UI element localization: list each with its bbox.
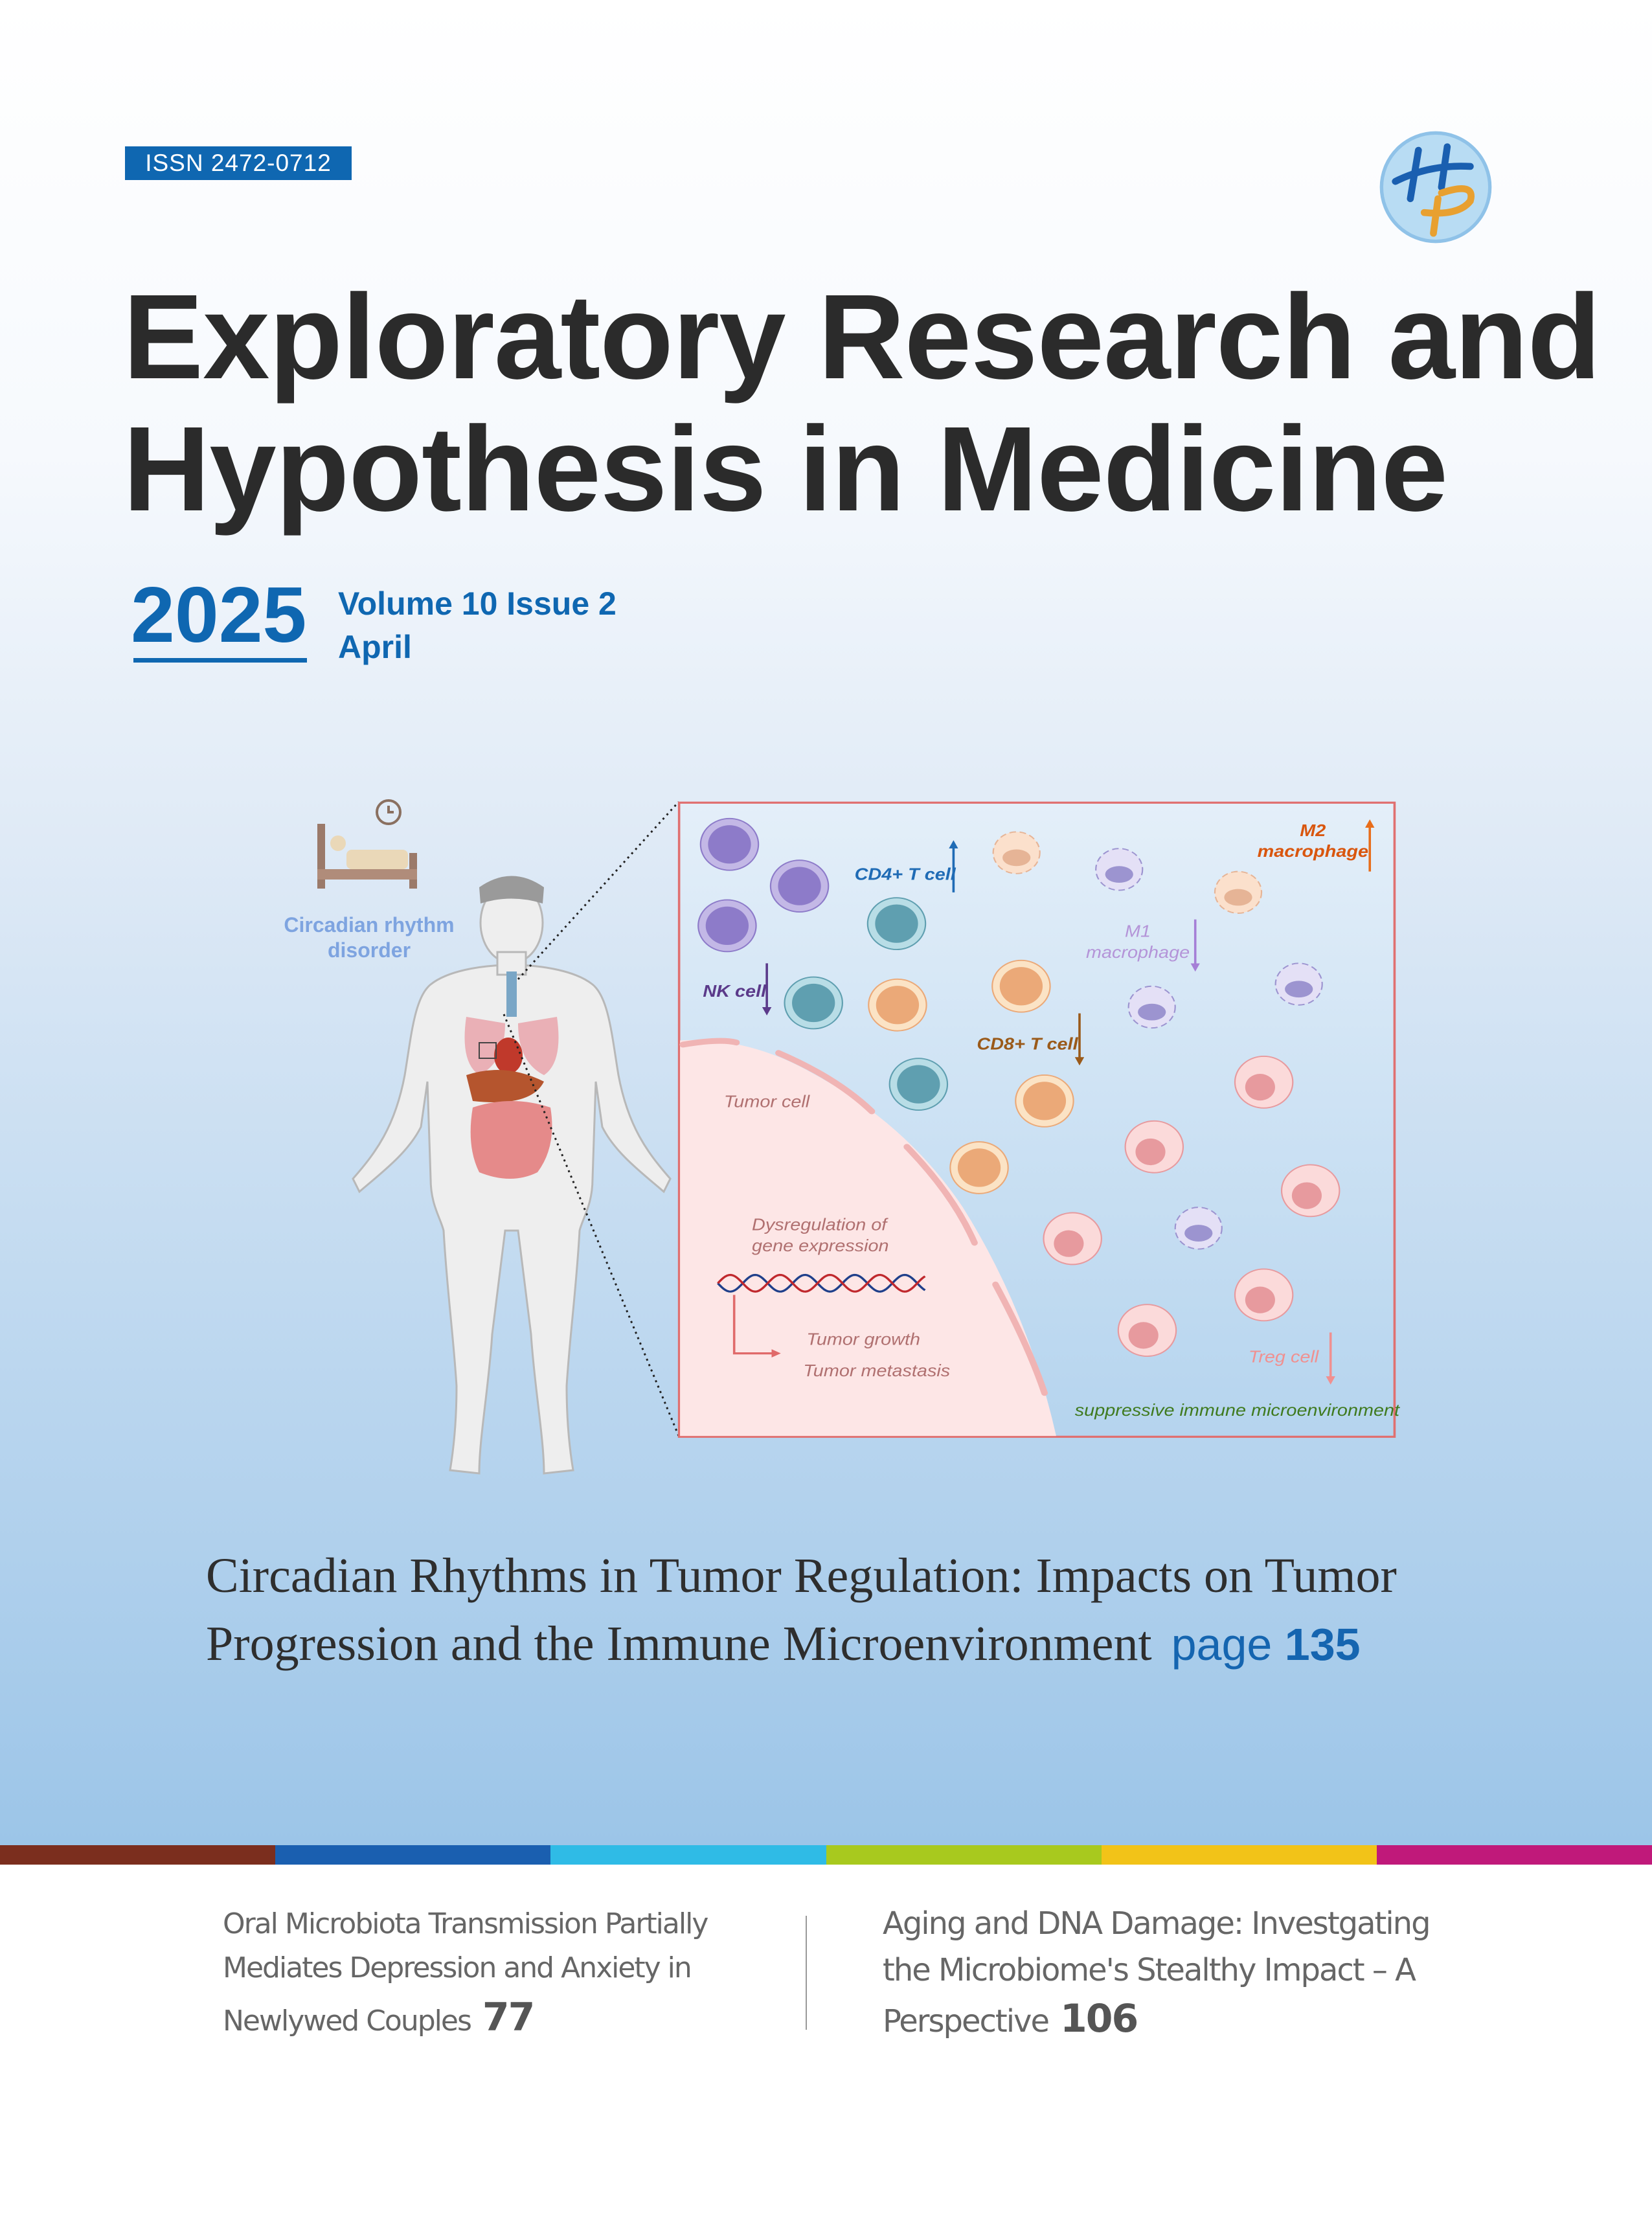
cd4-t-cell — [888, 1058, 949, 1111]
journal-title-line1: Exploratory Research and — [123, 270, 1601, 404]
year-underline — [133, 658, 307, 663]
nk-label: NK cell — [703, 981, 767, 1000]
article2-line2[interactable]: the Microbiome's Stealthy Impact – A — [883, 1952, 1416, 1988]
article2-line3[interactable]: Perspective 106 — [883, 1996, 1138, 2041]
stripe-segment — [275, 1845, 551, 1865]
article1-line3[interactable]: Newlywed Couples 77 — [223, 1995, 535, 2040]
tumor-growth-label: Tumor growth — [806, 1330, 920, 1348]
human-body-illustration — [352, 876, 672, 1475]
journal-title-line2: Hypothesis in Medicine — [123, 402, 1448, 536]
stripe-segment — [0, 1845, 276, 1865]
tumor-cell-body — [680, 1039, 1056, 1437]
m1-macrophage — [1095, 848, 1144, 891]
cover-article-title-line2[interactable]: Progression and the Immune Microenvironm… — [206, 1616, 1361, 1672]
treg-cell — [1117, 1304, 1177, 1357]
volume-issue: Volume 10 Issue 2 — [338, 585, 617, 622]
page-number: 135 — [1284, 1619, 1361, 1670]
cd8-t-cell — [868, 978, 927, 1032]
cd8-t-cell — [1015, 1074, 1074, 1128]
treg-cell — [1234, 1055, 1294, 1109]
nk-cell — [769, 859, 830, 913]
m1-macrophage — [1174, 1207, 1223, 1250]
circadian-label-line2: disorder — [327, 938, 411, 962]
m1-macrophage — [1274, 962, 1323, 1006]
color-stripe — [0, 1845, 1652, 1865]
treg-cell — [1280, 1164, 1341, 1218]
m1-macrophage — [1127, 985, 1176, 1029]
cd8-t-cell — [991, 959, 1051, 1013]
treg-cell — [1124, 1120, 1184, 1174]
cd8-label: CD8+ T cell — [977, 1034, 1079, 1053]
nk-cell — [699, 817, 760, 871]
nk-cell — [697, 899, 757, 953]
treg-cell — [1234, 1268, 1294, 1322]
cover-article-page[interactable]: page 135 — [1171, 1619, 1361, 1670]
suppressive-label: suppressive immune microenvironment — [1075, 1401, 1401, 1420]
article1-page: 77 — [482, 1995, 535, 2040]
dna-strand — [717, 1273, 926, 1293]
tumor-membrane — [679, 1038, 1048, 1396]
cd8-t-cell — [949, 1141, 1009, 1194]
article-divider — [806, 1916, 807, 2030]
m1-label-line1: M1 — [1125, 922, 1151, 940]
issue-month: April — [338, 629, 412, 665]
cd4-t-cell — [784, 976, 843, 1030]
m2-macrophage — [1214, 870, 1263, 914]
article1-line2[interactable]: Mediates Depression and Anxiety in — [223, 1951, 692, 1984]
stripe-segment — [1376, 1845, 1652, 1865]
dysregulation-line2: gene expression — [752, 1236, 888, 1255]
m2-label-line2: macrophage — [1258, 842, 1368, 861]
tumor-microenvironment-figure: CD4+ T cell NK cell M1 macrophage CD8+ T… — [677, 801, 1401, 1438]
tumor-cell-label: Tumor cell — [724, 1092, 810, 1111]
cover-article-title-line1: Circadian Rhythms in Tumor Regulation: I… — [206, 1549, 1397, 1603]
article2-line3-text: Perspective — [883, 2003, 1050, 2039]
cover-article-title-line2-text: Progression and the Immune Microenvironm… — [206, 1617, 1152, 1671]
expression-arrow-icon — [732, 1295, 781, 1358]
bed-clock-icon — [317, 799, 417, 889]
cd4-label: CD4+ T cell — [855, 865, 957, 883]
page-word: page — [1171, 1619, 1273, 1670]
bottom-panel — [0, 1865, 1652, 2226]
m1-label-line2: macrophage — [1086, 942, 1190, 961]
treg-cell — [1043, 1212, 1102, 1266]
dna-helix-icon — [717, 1273, 926, 1293]
publisher-logo — [1379, 131, 1492, 244]
treg-label: Treg cell — [1249, 1347, 1319, 1366]
stripe-segment — [826, 1845, 1102, 1865]
article1-line1[interactable]: Oral Microbiota Transmission Partially — [223, 1907, 708, 1940]
article2-page: 106 — [1060, 1996, 1138, 2041]
issue-year: 2025 — [131, 571, 307, 659]
dysregulation-line1: Dysregulation of — [752, 1215, 888, 1234]
circadian-label-line1: Circadian rhythm — [284, 913, 455, 937]
issn-badge: ISSN 2472-0712 — [125, 146, 352, 180]
m2-label-line1: M2 — [1300, 821, 1326, 839]
stripe-segment — [550, 1845, 826, 1865]
dna-strand — [717, 1273, 926, 1293]
stripe-segment — [1101, 1845, 1377, 1865]
article1-line3-text: Newlywed Couples — [223, 2005, 472, 2038]
tumor-metastasis-label: Tumor metastasis — [803, 1361, 950, 1380]
cd4-t-cell — [866, 897, 927, 951]
m2-macrophage — [992, 831, 1041, 874]
article2-line1[interactable]: Aging and DNA Damage: Investgating — [883, 1905, 1431, 1942]
